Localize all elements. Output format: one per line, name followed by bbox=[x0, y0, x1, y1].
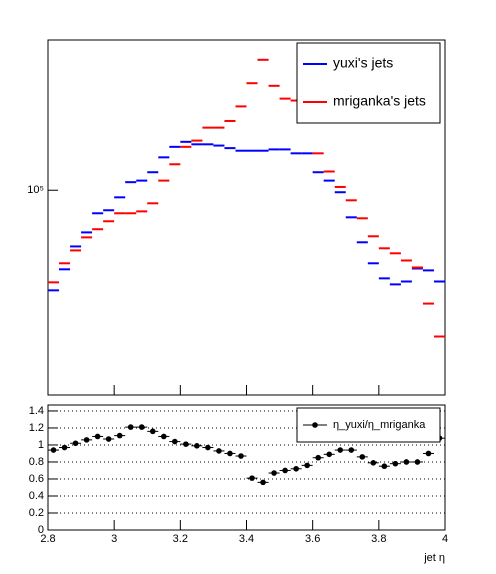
point bbox=[370, 460, 377, 466]
x-axis-label: jet η bbox=[423, 552, 445, 564]
point bbox=[238, 453, 244, 459]
point bbox=[227, 450, 233, 457]
point bbox=[282, 467, 288, 474]
point bbox=[61, 444, 68, 451]
y-tick-label: 1 bbox=[38, 439, 44, 451]
point bbox=[414, 459, 421, 465]
y-tick-label: 0.8 bbox=[29, 456, 44, 468]
y-tick-label: 0.4 bbox=[29, 490, 44, 502]
point bbox=[116, 432, 123, 439]
point bbox=[260, 479, 266, 486]
x-tick-label: 3.6 bbox=[305, 533, 320, 545]
point bbox=[337, 447, 344, 453]
x-tick-label: 3.4 bbox=[239, 533, 254, 545]
x-tick-label: 3 bbox=[111, 533, 117, 545]
point bbox=[271, 470, 277, 476]
point bbox=[105, 436, 112, 442]
point bbox=[149, 428, 156, 435]
x-tick-label: 4 bbox=[442, 533, 448, 545]
point bbox=[127, 424, 134, 430]
y-tick-label: 0.2 bbox=[29, 507, 44, 519]
y-tick-label: 1.2 bbox=[29, 422, 44, 434]
legend-label: yuxi's jets bbox=[333, 55, 393, 71]
point bbox=[172, 438, 178, 445]
point bbox=[83, 437, 90, 443]
y-tick-label: 0 bbox=[38, 524, 44, 536]
point bbox=[403, 459, 410, 465]
point bbox=[138, 424, 145, 430]
x-tick-label: 3.8 bbox=[371, 533, 386, 545]
point bbox=[249, 475, 255, 481]
point bbox=[160, 433, 167, 440]
point bbox=[94, 433, 101, 440]
point bbox=[50, 447, 57, 453]
y-tick-label: 0.6 bbox=[29, 473, 44, 485]
x-tick-label: 2.8 bbox=[40, 533, 55, 545]
point bbox=[183, 441, 189, 447]
point bbox=[326, 451, 333, 458]
legend-label: mriganka's jets bbox=[333, 93, 426, 109]
point bbox=[72, 440, 79, 447]
legend-box bbox=[296, 42, 441, 124]
point bbox=[304, 462, 310, 469]
y-tick-label: 1.4 bbox=[29, 405, 44, 417]
point bbox=[315, 454, 321, 461]
point bbox=[425, 450, 432, 457]
y-tick-label: 10⁵ bbox=[27, 184, 44, 196]
legend-label: η_yuxi/η_mriganka bbox=[333, 419, 426, 431]
point bbox=[381, 463, 388, 470]
point bbox=[216, 448, 222, 454]
x-tick-label: 3.2 bbox=[173, 533, 188, 545]
point bbox=[293, 465, 299, 472]
point bbox=[194, 443, 200, 449]
legend-marker bbox=[312, 422, 318, 428]
point bbox=[348, 447, 355, 453]
point bbox=[392, 460, 399, 467]
point bbox=[359, 454, 366, 460]
point bbox=[205, 444, 211, 451]
